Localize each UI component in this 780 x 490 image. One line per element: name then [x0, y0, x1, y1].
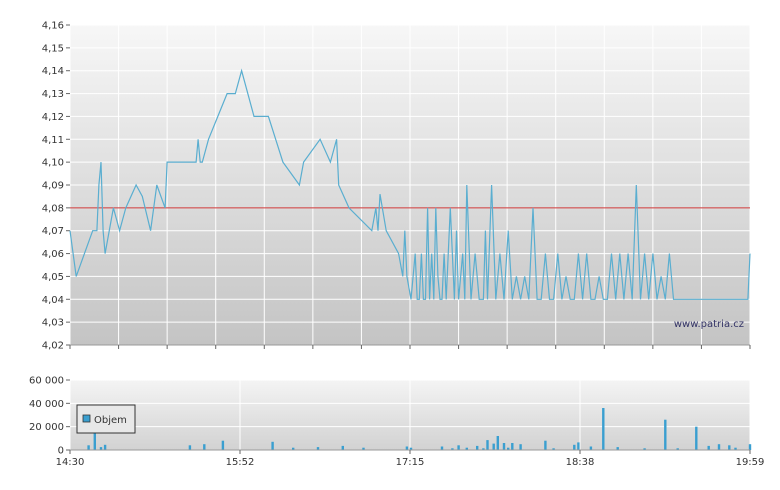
volume-bar — [544, 440, 547, 450]
volume-bar — [292, 447, 295, 450]
volume-bar — [99, 447, 103, 450]
volume-bar — [203, 444, 206, 450]
price-y-tick-label: 4,14 — [42, 66, 64, 77]
volume-bar — [316, 447, 320, 450]
volume-y-tick-label: 60 000 — [29, 376, 64, 387]
volume-bar — [476, 445, 479, 450]
volume-bar — [103, 444, 107, 451]
volume-bar — [577, 442, 580, 450]
volume-bar — [409, 447, 413, 450]
volume-bar — [573, 444, 576, 451]
volume-bar — [451, 448, 454, 451]
volume-bar — [734, 447, 737, 450]
price-y-tick-label: 4,11 — [42, 135, 64, 146]
volume-bar — [552, 448, 555, 451]
volume-bar — [486, 440, 489, 450]
volume-bar — [728, 445, 731, 450]
volume-bar — [676, 448, 679, 451]
price-y-tick-label: 4,02 — [42, 341, 64, 352]
volume-bar — [589, 446, 593, 450]
volume-bar — [93, 419, 96, 450]
volume-x-tick-label: 14:30 — [56, 457, 85, 468]
volume-y-tick-label: 40 000 — [29, 399, 64, 410]
volume-y-axis: 0 20 000 40 000 60 000 — [29, 376, 70, 457]
volume-x-tick-label: 17:15 — [396, 457, 425, 468]
volume-bar — [492, 443, 495, 450]
price-series-line — [69, 68, 751, 300]
volume-bar — [465, 447, 468, 450]
price-y-tick-label: 4,08 — [42, 203, 64, 214]
volume-bar — [664, 419, 667, 450]
volume-bar — [616, 447, 619, 450]
volume-bar — [440, 446, 444, 450]
price-y-tick-label: 4,10 — [42, 158, 64, 169]
volume-bar — [457, 445, 460, 450]
watermark-text: www.patria.cz — [674, 319, 744, 330]
volume-bar — [188, 445, 192, 450]
volume-bar — [502, 443, 506, 450]
volume-panel: 0 20 000 40 000 60 000 14:30 15:52 17:15 18:38… — [29, 376, 764, 469]
volume-bar — [362, 447, 365, 450]
volume-legend: Objem — [76, 404, 136, 434]
price-y-tick-label: 4,12 — [42, 112, 64, 123]
volume-bar — [695, 426, 698, 450]
volume-bar — [87, 445, 90, 450]
volume-bar — [748, 444, 752, 450]
volume-y-tick-label: 0 — [58, 446, 64, 457]
price-y-axis: 4,02 4,03 4,04 4,05 4,06 4,07 4,08 4,09 4,10 4,11… — [42, 21, 70, 352]
volume-x-tick-label: 19:59 — [736, 457, 765, 468]
price-y-tick-label: 4,07 — [42, 226, 64, 237]
volume-bar — [496, 436, 499, 450]
volume-bar — [602, 408, 605, 450]
volume-bar — [707, 445, 710, 450]
volume-bar — [519, 444, 522, 450]
price-y-tick-label: 4,16 — [42, 21, 64, 32]
price-y-tick-label: 4,04 — [42, 295, 64, 306]
price-y-tick-label: 4,05 — [42, 272, 64, 283]
volume-bar — [341, 445, 344, 450]
volume-bar — [507, 447, 510, 450]
price-y-tick-label: 4,15 — [42, 43, 64, 54]
volume-bar — [271, 441, 274, 450]
volume-bar — [221, 440, 225, 450]
price-y-tick-label: 4,06 — [42, 249, 64, 260]
volume-x-tick-label: 15:52 — [226, 457, 255, 468]
volume-x-tick-label: 18:38 — [566, 457, 595, 468]
volume-y-tick-label: 20 000 — [29, 422, 64, 433]
volume-x-axis-ticks: 14:30 15:52 17:15 18:38 19:59 — [56, 450, 765, 468]
volume-bar — [643, 448, 646, 451]
price-y-tick-label: 4,03 — [42, 318, 64, 329]
price-x-ticks — [69, 345, 751, 349]
price-y-tick-label: 4,09 — [42, 181, 64, 192]
legend-swatch — [82, 414, 91, 423]
volume-bar — [717, 444, 721, 450]
price-panel: 4,02 4,03 4,04 4,05 4,06 4,07 4,08 4,09 4,10 4,11… — [42, 21, 751, 352]
volume-bar — [482, 448, 485, 451]
volume-bars — [87, 408, 752, 451]
volume-bar — [405, 446, 409, 450]
volume-bar — [511, 443, 514, 450]
price-y-tick-label: 4,13 — [42, 89, 64, 100]
legend-label: Objem — [94, 415, 127, 426]
